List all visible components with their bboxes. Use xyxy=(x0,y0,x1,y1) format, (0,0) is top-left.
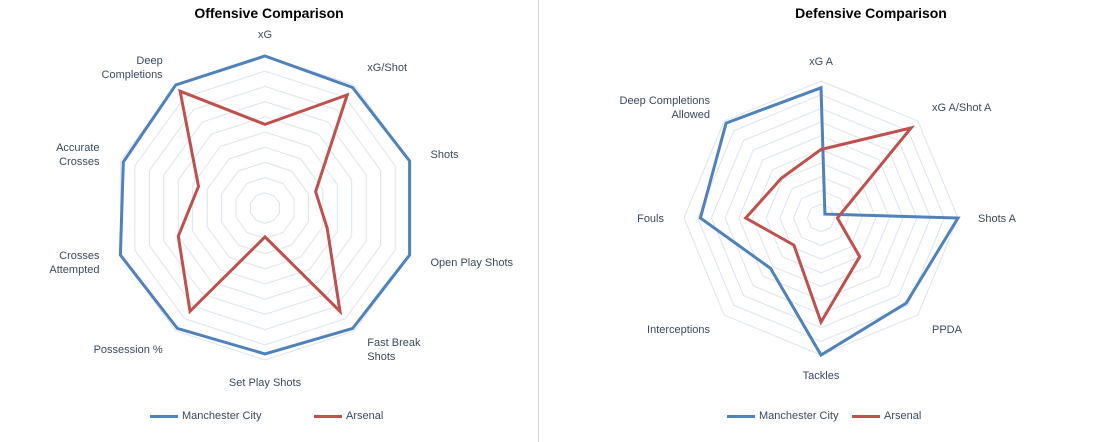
axis-label: xG A xyxy=(809,56,834,68)
defensive-chart-panel: Defensive Comparison xG A xG A/Shot A Shot… xyxy=(546,0,1093,442)
axis-label: Deep Completions xyxy=(102,55,164,81)
grid-ring xyxy=(134,70,396,346)
axis-label: Shots xyxy=(431,149,460,161)
series-line-1 xyxy=(698,85,961,358)
axis-label: xG xyxy=(258,29,272,41)
chart-title: Defensive Comparison xyxy=(795,5,947,21)
axis-label: xG A/Shot A xyxy=(932,102,992,114)
series-line-2 xyxy=(176,88,350,316)
offensive-radar-chart: xG xG/Shot Shots Open Play Shots Fast Break S… xyxy=(49,29,514,389)
axis-label: Shots A xyxy=(978,213,1017,225)
grid-ring xyxy=(148,85,382,331)
grid-ring xyxy=(751,148,891,288)
chart-title: Offensive Comparison xyxy=(194,5,344,21)
grid-ring xyxy=(710,107,932,329)
grid-ring xyxy=(724,121,918,315)
panel-divider xyxy=(538,0,539,442)
axis-label: xG/Shot xyxy=(367,62,407,74)
axis-label: PPDA xyxy=(932,324,963,336)
grid-ring xyxy=(221,161,309,255)
legend-label: Arsenal xyxy=(346,410,384,422)
series-line-2 xyxy=(743,125,916,326)
legend-item-series-1: Manchester City xyxy=(727,410,838,422)
grid-ring xyxy=(177,116,353,300)
axis-label: Interceptions xyxy=(647,324,710,336)
axis-label: Fouls xyxy=(637,213,664,225)
legend-swatch xyxy=(727,414,755,418)
grid-ring xyxy=(235,177,295,239)
axis-label: Crosses Attempted xyxy=(49,250,100,276)
offensive-chart-panel: Offensive Comparison xG xG/Shot Shots Open … xyxy=(0,0,530,442)
legend-swatch xyxy=(852,414,880,418)
axis-label: Set Play Shots xyxy=(229,377,302,389)
defensive-radar-chart: xG A xG A/Shot A Shots A PPDA Tackles Interce… xyxy=(620,56,1017,382)
legend-item-series-2: Arsenal xyxy=(852,410,921,422)
grid-ring xyxy=(738,135,904,301)
legend-label: Manchester City xyxy=(759,410,839,422)
series-line-1 xyxy=(118,54,412,356)
grid-ring xyxy=(765,162,877,274)
legend-swatch xyxy=(314,414,342,418)
legend-item-series-2: Arsenal xyxy=(314,410,383,422)
legend-label: Arsenal xyxy=(884,410,922,422)
axis-label: Open Play Shots xyxy=(431,257,514,269)
legend-swatch xyxy=(150,414,178,418)
legend-item-series-1: Manchester City xyxy=(150,410,261,422)
grid-ring xyxy=(163,101,367,315)
axis-label: Possession % xyxy=(94,344,163,356)
grid-ring xyxy=(192,131,338,285)
axis-label: Fast Break Shots xyxy=(367,337,421,363)
axis-label: Tackles xyxy=(803,370,840,382)
axis-label: Deep Completions Allowed xyxy=(620,95,711,121)
grid-ring xyxy=(779,176,863,260)
grid-ring xyxy=(250,192,280,224)
grid-ring xyxy=(806,203,836,233)
grid-ring xyxy=(793,190,849,246)
grid-ring xyxy=(206,146,324,270)
legend-label: Manchester City xyxy=(182,410,262,422)
grid-ring xyxy=(697,94,945,342)
axis-label: Accurate Crosses xyxy=(56,142,100,168)
